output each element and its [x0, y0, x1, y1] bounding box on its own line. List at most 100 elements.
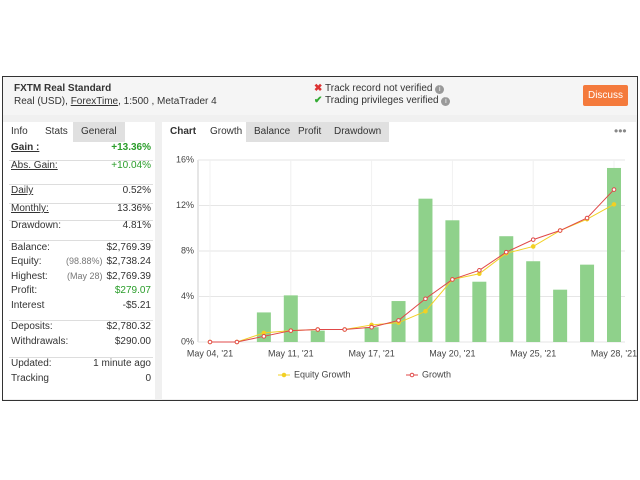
- tab[interactable]: Stats: [37, 122, 76, 142]
- stat-value: 0.52%: [122, 185, 151, 196]
- tab[interactable]: Info: [3, 122, 36, 142]
- legend-label: Growth: [422, 369, 451, 379]
- stat-row: Monthly: 13.36%: [11, 203, 151, 214]
- stat-label: Withdrawals:: [11, 336, 69, 347]
- stat-row: Gain : +13.36%: [11, 142, 151, 153]
- stat-label: Profit:: [11, 285, 38, 296]
- stat-label: Drawdown:: [11, 220, 62, 231]
- tab[interactable]: Growth: [202, 122, 251, 142]
- point: [611, 187, 617, 192]
- line-series: [210, 189, 615, 343]
- point: [207, 339, 213, 345]
- stat-row: Abs. Gain: +10.04%: [11, 160, 151, 171]
- separator: [9, 357, 153, 358]
- stat-row: Drawdown: 4.81%: [11, 220, 151, 231]
- tab[interactable]: Drawdown: [326, 122, 390, 142]
- stat-value: 13.36%: [117, 203, 151, 214]
- y-tick-label: 8%: [181, 245, 194, 255]
- separator: [9, 203, 153, 204]
- detail: , 1:500 , MetaTrader 4: [118, 96, 217, 107]
- stat-value: $2,738.24: [106, 256, 152, 267]
- stat-label: Daily: [11, 185, 34, 196]
- point: [423, 296, 428, 302]
- stat-value: $279.07: [114, 285, 151, 296]
- stat-row: Highest: (May 28) $2,769.39: [11, 271, 151, 282]
- point: [530, 244, 536, 249]
- stat-row: Tracking 0: [11, 373, 151, 384]
- stat-value: $2,769.39: [106, 271, 152, 282]
- y-tick-label: 12%: [176, 200, 194, 210]
- point: [530, 237, 536, 242]
- bar: [283, 295, 298, 342]
- bar: [310, 330, 325, 342]
- stat-label: Updated:: [11, 358, 52, 369]
- x-tick-label: May 25, '21: [510, 348, 556, 358]
- stat-value: $2,769.39: [106, 242, 152, 253]
- header: [3, 77, 637, 115]
- point: [315, 327, 321, 332]
- stats-panel: Info Stats General Gain : +13.36% Abs. Gain: +…: [3, 122, 155, 399]
- x-tick-label: May 04, '21: [187, 348, 233, 358]
- stat-value: 0: [145, 373, 151, 384]
- bar: [607, 167, 621, 342]
- bar: [526, 261, 541, 342]
- bar: [499, 236, 514, 342]
- y-tick-label: 16%: [176, 154, 194, 164]
- separator: [9, 184, 153, 185]
- point: [557, 228, 563, 233]
- tab[interactable]: Balance: [246, 122, 299, 142]
- bar: [553, 289, 568, 342]
- point: [584, 215, 590, 221]
- stat-row: Updated: 1 minute ago: [11, 358, 151, 369]
- bar: [580, 264, 595, 342]
- stat-note: (May 28): [66, 271, 103, 281]
- status-unverified: ✖ Track record not verified i: [314, 83, 445, 94]
- stat-label: Abs. Gain:: [11, 160, 58, 171]
- stat-value: -$5.21: [122, 300, 151, 311]
- x-tick-label: May 17, '21: [348, 348, 394, 358]
- status-text: Track record not verified: [325, 83, 433, 94]
- stat-label: Deposits:: [11, 321, 53, 332]
- stat-label: Interest: [11, 300, 45, 311]
- point: [450, 277, 455, 282]
- stat-label: Highest:: [11, 271, 48, 282]
- stat-label: Tracking: [11, 373, 49, 384]
- x-tick-label: May 20, '21: [429, 348, 475, 358]
- point: [396, 318, 401, 323]
- stat-label: Monthly:: [11, 203, 49, 214]
- point: [288, 328, 294, 333]
- stat-value: 4.81%: [122, 220, 151, 231]
- point: [234, 339, 240, 345]
- discuss-button[interactable]: Discuss: [583, 85, 628, 106]
- point: [477, 268, 482, 273]
- bar: [472, 281, 487, 342]
- y-tick-label: 0%: [181, 336, 194, 346]
- stat-value: 1 minute ago: [93, 358, 151, 369]
- stat-row: Balance: $2,769.39: [11, 242, 151, 253]
- stat-note: (98.88%): [65, 256, 103, 266]
- menu-dots[interactable]: •••: [614, 124, 627, 138]
- x-tick-label: May 11, '21: [268, 348, 314, 358]
- detail: Real (USD),: [14, 96, 71, 107]
- line-series: [210, 203, 615, 343]
- stat-row: Interest -$5.21: [11, 300, 151, 311]
- tab[interactable]: General: [73, 122, 125, 142]
- stat-row: Deposits: $2,780.32: [11, 321, 151, 332]
- account-title: FXTM Real Standard: [14, 83, 112, 94]
- stat-label: Gain :: [11, 142, 40, 153]
- stat-label: Equity:: [11, 256, 42, 267]
- stat-value: +13.36%: [111, 142, 151, 153]
- broker-link[interactable]: ForexTime: [70, 96, 119, 107]
- stat-row: Withdrawals: $290.00: [11, 336, 151, 347]
- separator: [9, 220, 153, 221]
- info-icon[interactable]: i: [435, 85, 445, 94]
- bar: [364, 327, 379, 342]
- legend-swatch: [281, 372, 287, 378]
- tab[interactable]: Profit: [290, 122, 330, 142]
- stat-row: Equity: (98.88%) $2,738.24: [11, 256, 151, 267]
- status-verified: ✔ Trading privileges verified i: [314, 95, 451, 106]
- x-tick-label: May 28, '21: [591, 348, 637, 358]
- info-icon[interactable]: i: [441, 97, 451, 106]
